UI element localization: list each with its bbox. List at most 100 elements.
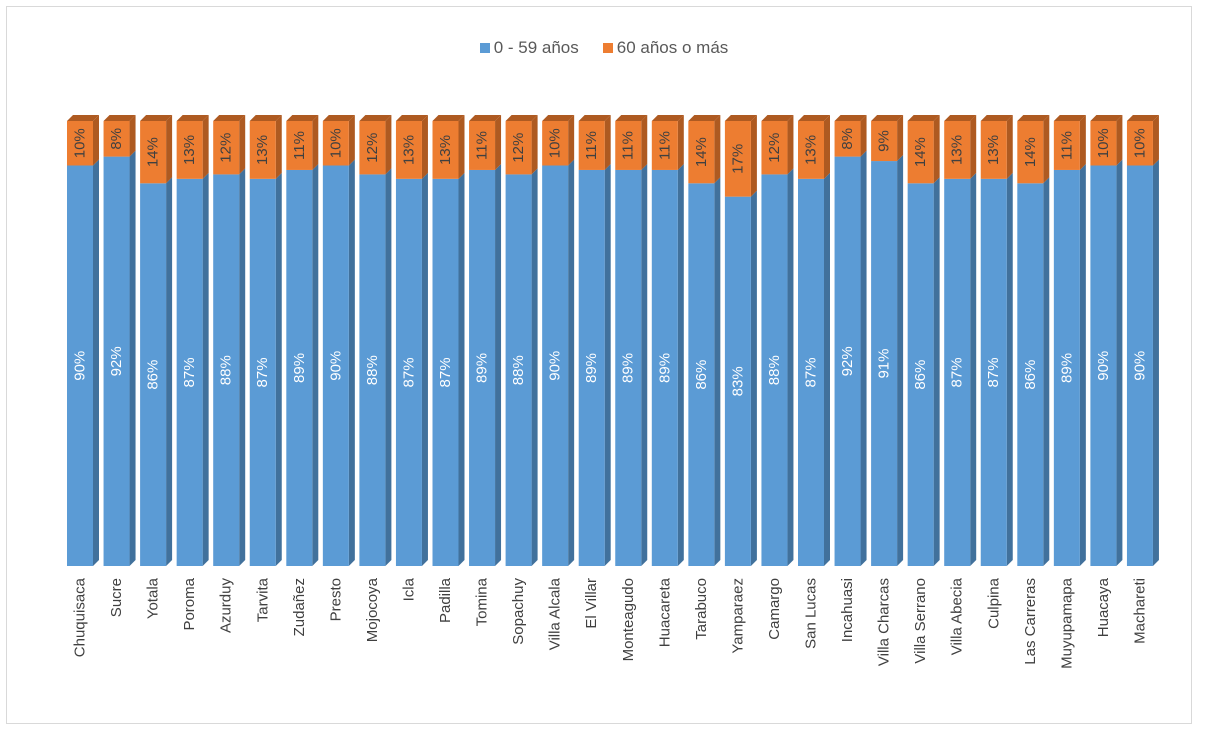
data-label-young: 89% — [620, 353, 637, 383]
data-label-old: 11% — [620, 131, 637, 160]
bar-old — [103, 121, 130, 157]
bar-side-young — [93, 159, 99, 566]
bar-young — [67, 165, 93, 566]
bar-side-young — [641, 163, 648, 566]
category-label: Sopachuy — [510, 578, 527, 645]
data-label-young: 88% — [218, 355, 235, 385]
bar-side-old — [641, 115, 648, 170]
bar-top-face — [907, 115, 940, 121]
bar-young — [578, 169, 605, 566]
bar-side-old — [495, 115, 502, 170]
bar-top-face — [980, 115, 1013, 121]
data-label-young: 89% — [656, 353, 673, 383]
bar-young — [651, 169, 678, 566]
bar-young — [798, 178, 824, 566]
bar-old — [761, 121, 788, 175]
category-label: Zudañez — [291, 578, 308, 636]
bar-side-old — [531, 115, 538, 175]
bar-top-face — [432, 115, 465, 121]
bar-old — [1017, 121, 1044, 184]
category-label: Villa Abecia — [949, 577, 966, 655]
bar-side-old — [421, 115, 428, 179]
bar-side-old — [933, 115, 940, 184]
bar-top-face — [542, 115, 575, 121]
bar-top-face — [359, 115, 392, 121]
bar-side-young — [677, 163, 684, 566]
category-label: Huacareta — [656, 577, 673, 647]
data-label-old: 14% — [912, 137, 929, 167]
data-label-old: 10% — [547, 128, 564, 158]
bar-old — [322, 121, 349, 166]
bar-young — [469, 169, 496, 566]
bar-top-face — [249, 115, 282, 121]
bar-top-face — [651, 115, 684, 121]
bar-side-old — [458, 115, 465, 179]
bar-side-young — [275, 172, 282, 566]
bar-side-old — [385, 115, 392, 175]
bar-side-old — [312, 115, 319, 170]
bar-top-face — [871, 115, 904, 121]
bar-old — [798, 121, 824, 179]
bar-side-old — [787, 115, 794, 175]
bar-side-old — [897, 115, 904, 162]
bar-top-face — [688, 115, 721, 121]
bar-old — [469, 121, 496, 170]
bar-side-young — [239, 168, 246, 566]
bar-young — [1126, 165, 1153, 566]
bar-side-old — [970, 115, 977, 179]
data-label-old: 10% — [1131, 128, 1148, 158]
category-label: Tarvita — [254, 577, 271, 622]
bar-side-young — [568, 159, 575, 566]
data-label-young: 88% — [766, 355, 783, 385]
category-label: Culpina — [985, 577, 1002, 629]
bar-old — [724, 121, 751, 197]
bar-side-old — [824, 115, 830, 179]
bar-top-face — [1053, 115, 1086, 121]
bar-side-young — [1079, 163, 1086, 566]
category-label: Monteagudo — [620, 578, 637, 661]
bar-young — [834, 156, 861, 566]
data-label-old: 10% — [327, 128, 344, 158]
bar-top-face — [322, 115, 355, 121]
bar-top-face — [103, 115, 136, 121]
bar-side-young — [348, 159, 355, 566]
data-label-old: 12% — [766, 133, 783, 163]
bar-side-young — [129, 150, 136, 566]
bar-young — [103, 156, 130, 566]
category-label: Azurduy — [218, 578, 235, 634]
bar-side-old — [860, 115, 867, 157]
bar-young — [505, 174, 532, 566]
bar-old — [1090, 121, 1117, 166]
bar-side-young — [385, 168, 392, 566]
category-label: Chuquisaca — [72, 577, 89, 657]
category-label: Villa Serrano — [912, 578, 929, 664]
data-label-old: 12% — [364, 133, 381, 163]
data-label-old: 11% — [474, 131, 491, 160]
bar-young — [176, 178, 203, 566]
data-label-young: 87% — [181, 357, 198, 387]
category-label: Sucre — [108, 578, 125, 617]
bar-top-face — [176, 115, 209, 121]
category-label: Machareti — [1131, 578, 1148, 644]
bar-old — [834, 121, 861, 157]
legend: 0 - 59 años 60 años o más — [0, 38, 1208, 58]
bar-old — [688, 121, 715, 184]
bar-side-young — [1152, 159, 1159, 566]
data-label-young: 89% — [1058, 353, 1075, 383]
data-label-old: 13% — [181, 135, 198, 165]
data-label-old: 10% — [72, 128, 89, 158]
data-label-young: 83% — [729, 366, 746, 396]
bar-side-old — [604, 115, 611, 170]
category-label: Mojocoya — [364, 577, 381, 642]
bar-side-young — [495, 163, 502, 566]
bar-young — [1090, 165, 1117, 566]
bar-side-young — [897, 155, 904, 567]
bar-side-young — [458, 172, 465, 566]
bar-top-face — [1126, 115, 1159, 121]
legend-label-1: 60 años o más — [616, 38, 729, 57]
data-label-young: 90% — [547, 351, 564, 381]
bar-side-old — [239, 115, 246, 175]
bar-side-old — [1152, 115, 1159, 166]
bar-young — [140, 183, 167, 567]
